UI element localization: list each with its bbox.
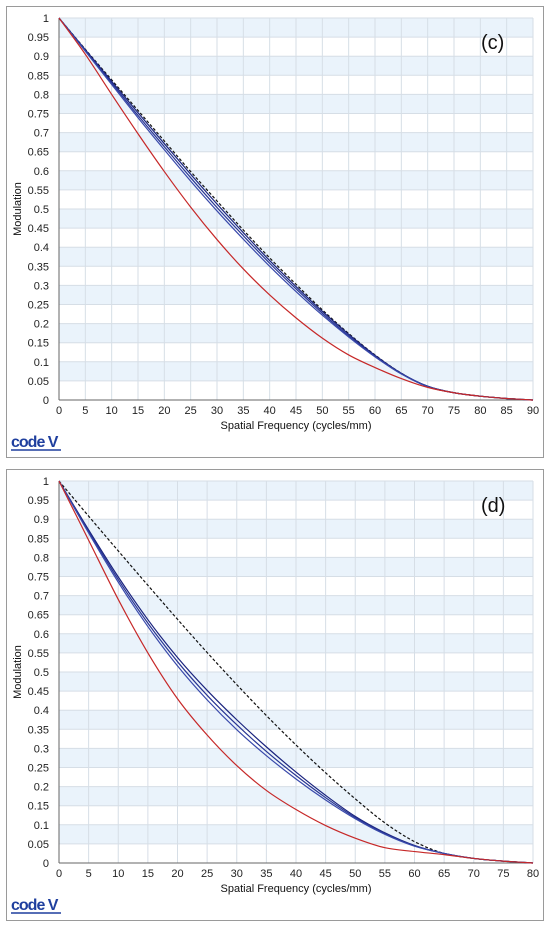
- x-tick-label: 55: [343, 405, 355, 417]
- y-tick-label: 0.3: [34, 743, 49, 755]
- x-tick-label: 45: [320, 868, 332, 880]
- y-tick-label: 0.55: [28, 648, 49, 660]
- x-tick-label: 80: [474, 405, 486, 417]
- y-tick-label: 0.25: [28, 763, 49, 775]
- x-axis-title: Spatial Frequency (cycles/mm): [221, 883, 372, 895]
- y-tick-label: 0.5: [34, 204, 49, 216]
- x-tick-label: 50: [349, 868, 361, 880]
- x-tick-label: 55: [379, 868, 391, 880]
- y-tick-label: 1: [43, 476, 49, 488]
- x-tick-label: 45: [290, 405, 302, 417]
- y-tick-label: 0.1: [34, 357, 49, 369]
- x-tick-label: 15: [132, 405, 144, 417]
- y-tick-label: 0: [43, 395, 49, 407]
- x-tick-label: 50: [316, 405, 328, 417]
- panel-label: (c): [481, 32, 504, 54]
- y-axis-title: Modulation: [12, 182, 24, 236]
- mtf-chart-panel-d: 0 0.05 0.1 0.15 0.2 0.25 0.3 0.35 0.4 0.45 0.5 0.55…: [6, 469, 544, 921]
- y-tick-label: 0.8: [34, 89, 49, 101]
- y-tick-label: 0: [43, 858, 49, 870]
- x-tick-label: 75: [448, 405, 460, 417]
- y-tick-label: 0.45: [28, 223, 49, 235]
- y-tick-label: 0.6: [34, 629, 49, 641]
- y-tick-label: 0.45: [28, 686, 49, 698]
- codev-logo: code V: [11, 434, 61, 451]
- x-tick-label: 25: [201, 868, 213, 880]
- mtf-series-line-5: [58, 17, 534, 401]
- y-tick-label: 0.35: [28, 261, 49, 273]
- y-tick-label: 0.25: [28, 300, 49, 312]
- codev-logo-text: code V: [11, 897, 59, 914]
- x-tick-label: 60: [369, 405, 381, 417]
- x-tick-label: 20: [171, 868, 183, 880]
- y-tick-label: 0.05: [28, 376, 49, 388]
- x-tick-label: 80: [527, 868, 539, 880]
- y-tick-label: 0.6: [34, 166, 49, 178]
- y-axis-title: Modulation: [12, 645, 24, 699]
- y-tick-label: 0.65: [28, 610, 49, 622]
- y-tick-label: 0.05: [28, 839, 49, 851]
- y-tick-label: 0.9: [34, 514, 49, 526]
- x-tick-label: 35: [237, 405, 249, 417]
- y-tick-label: 0.2: [34, 782, 49, 794]
- mtf-series-line-5: [58, 480, 534, 864]
- x-tick-label: 30: [231, 868, 243, 880]
- x-tick-label: 60: [408, 868, 420, 880]
- y-tick-label: 0.55: [28, 185, 49, 197]
- y-tick-label: 0.2: [34, 319, 49, 331]
- y-tick-label: 0.95: [28, 495, 49, 507]
- y-tick-label: 0.4: [34, 705, 49, 717]
- x-tick-label: 70: [422, 405, 434, 417]
- x-tick-label: 65: [395, 405, 407, 417]
- mtf-chart-d: 0 0.05 0.1 0.15 0.2 0.25 0.3 0.35 0.4 0.45 0.5 0.55…: [11, 476, 539, 914]
- x-tick-label: 35: [260, 868, 272, 880]
- x-tick-label: 25: [185, 405, 197, 417]
- y-tick-label: 0.85: [28, 533, 49, 545]
- panel-label: (d): [481, 495, 505, 517]
- x-tick-label: 30: [211, 405, 223, 417]
- x-tick-label: 0: [56, 868, 62, 880]
- y-tick-label: 0.75: [28, 109, 49, 121]
- x-tick-label: 65: [438, 868, 450, 880]
- y-tick-label: 0.9: [34, 51, 49, 63]
- codev-logo: code V: [11, 897, 61, 914]
- x-tick-label: 10: [112, 868, 124, 880]
- x-tick-label: 20: [158, 405, 170, 417]
- x-tick-label: 15: [142, 868, 154, 880]
- x-tick-label: 5: [86, 868, 92, 880]
- x-axis-title: Spatial Frequency (cycles/mm): [221, 420, 372, 432]
- y-tick-label: 0.95: [28, 32, 49, 44]
- x-tick-label: 0: [56, 405, 62, 417]
- x-tick-label: 90: [527, 405, 539, 417]
- y-tick-label: 0.35: [28, 724, 49, 736]
- y-tick-label: 0.7: [34, 128, 49, 140]
- y-tick-label: 0.4: [34, 242, 49, 254]
- x-tick-label: 5: [82, 405, 88, 417]
- x-tick-label: 85: [501, 405, 513, 417]
- y-tick-label: 0.65: [28, 147, 49, 159]
- codev-logo-text: code V: [11, 434, 59, 451]
- y-tick-label: 0.85: [28, 70, 49, 82]
- y-tick-label: 0.1: [34, 820, 49, 832]
- y-tick-label: 0.7: [34, 591, 49, 603]
- y-tick-label: 0.5: [34, 667, 49, 679]
- y-tick-label: 0.3: [34, 280, 49, 292]
- y-tick-label: 0.15: [28, 801, 49, 813]
- x-tick-label: 40: [264, 405, 276, 417]
- mtf-chart-c: 0 0.05 0.1 0.15 0.2 0.25 0.3 0.35 0.4 0.45 0.5 0.55…: [11, 13, 539, 451]
- x-tick-label: 40: [290, 868, 302, 880]
- y-tick-label: 0.75: [28, 572, 49, 584]
- y-tick-label: 0.15: [28, 338, 49, 350]
- x-tick-label: 10: [106, 405, 118, 417]
- x-tick-label: 70: [468, 868, 480, 880]
- x-tick-label: 75: [497, 868, 509, 880]
- mtf-chart-panel-c: 0 0.05 0.1 0.15 0.2 0.25 0.3 0.35 0.4 0.45 0.5 0.55…: [6, 6, 544, 458]
- y-tick-label: 1: [43, 13, 49, 25]
- y-tick-label: 0.8: [34, 552, 49, 564]
